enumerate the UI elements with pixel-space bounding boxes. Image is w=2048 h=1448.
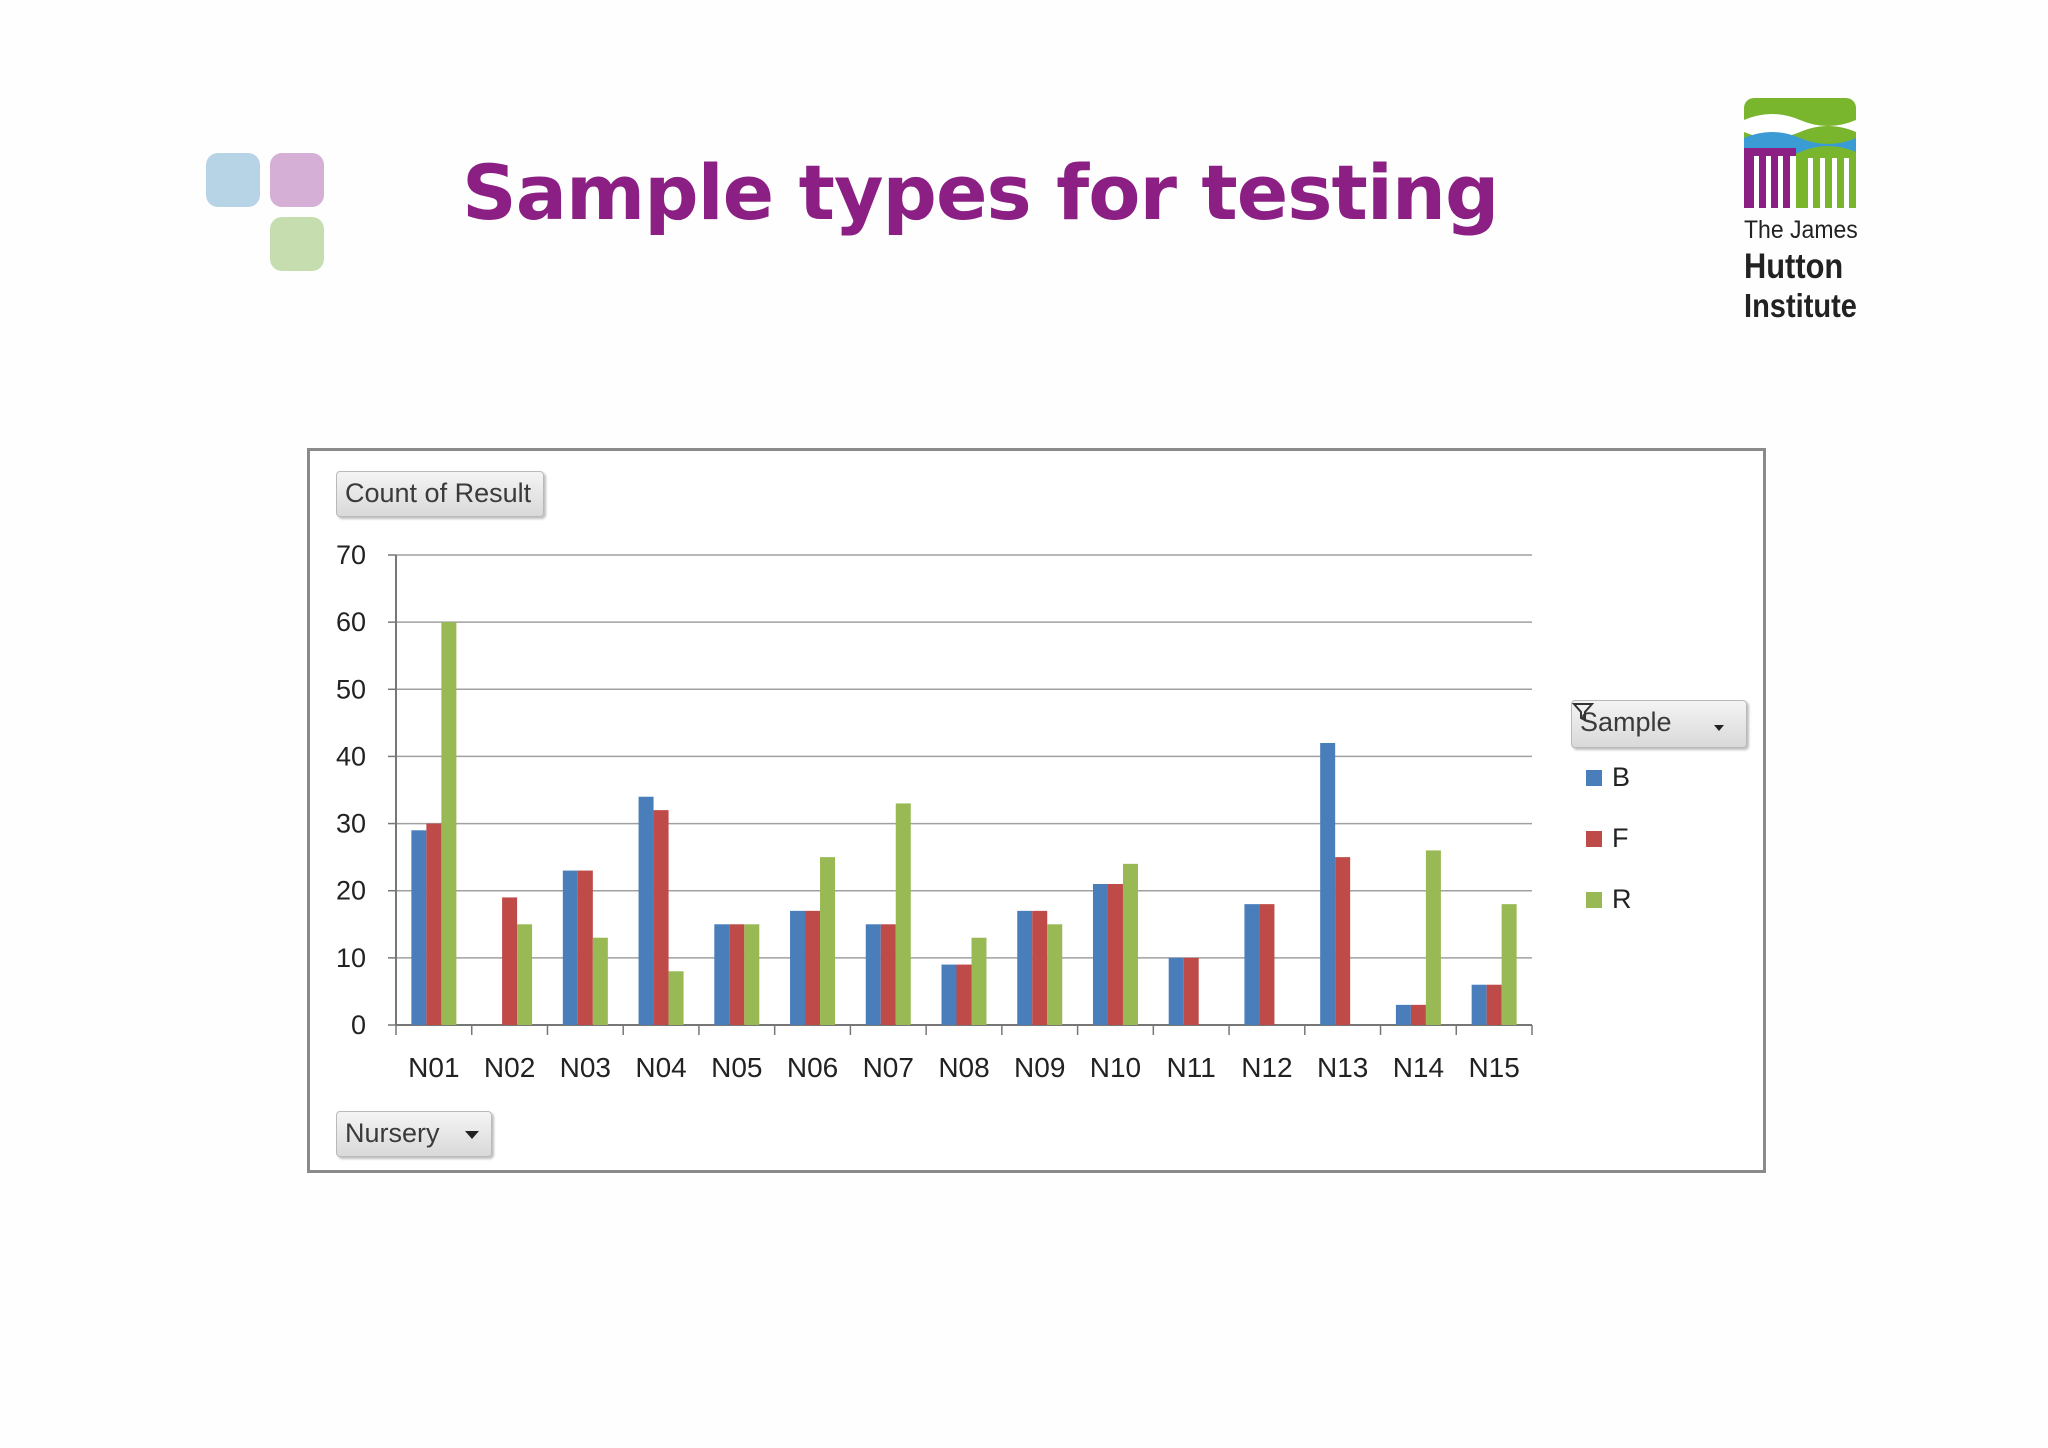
bar-R-N04 <box>668 971 684 1025</box>
bar-R-N15 <box>1501 904 1517 1025</box>
logo-text-line3: Institute <box>1744 287 1857 324</box>
bar-F-N03 <box>577 870 593 1025</box>
x-tick-label: N04 <box>635 1052 686 1083</box>
bar-F-N09 <box>1032 910 1048 1025</box>
bar-F-N11 <box>1183 957 1199 1025</box>
x-tick-label: N09 <box>1014 1052 1065 1083</box>
bar-F-N15 <box>1486 984 1502 1025</box>
decor-square-purple <box>270 153 324 207</box>
legend-swatch <box>1586 831 1602 847</box>
bar-B-N06 <box>790 910 806 1025</box>
legend-swatch <box>1586 892 1602 908</box>
legend-label: F <box>1612 823 1629 853</box>
value-field-button[interactable]: Count of Result <box>336 471 544 517</box>
x-tick-label: N06 <box>787 1052 838 1083</box>
legend-field-button[interactable]: Sample <box>1571 700 1747 748</box>
bar-F-N14 <box>1410 1004 1426 1025</box>
filter-icon <box>1572 703 1594 722</box>
y-tick-label: 70 <box>336 540 366 570</box>
bar-R-N09 <box>1047 924 1063 1025</box>
x-tick-label: N08 <box>938 1052 989 1083</box>
y-tick-label: 40 <box>336 741 366 771</box>
logo-text-line2: Hutton <box>1744 247 1844 286</box>
legend-label: R <box>1612 884 1632 914</box>
bar-R-N06 <box>820 857 836 1025</box>
bar-B-N01 <box>411 830 427 1025</box>
bar-R-N08 <box>971 937 987 1025</box>
x-tick-label: N15 <box>1468 1052 1519 1083</box>
y-tick-label: 50 <box>336 674 366 704</box>
bar-F-N12 <box>1259 904 1275 1025</box>
x-tick-label: N05 <box>711 1052 762 1083</box>
y-tick-label: 0 <box>351 1010 366 1040</box>
y-tick-label: 60 <box>336 607 366 637</box>
logo-text-line1: The James <box>1744 216 1858 244</box>
x-tick-label: N02 <box>484 1052 535 1083</box>
bar-F-N08 <box>956 964 972 1025</box>
x-tick-label: N14 <box>1393 1052 1444 1083</box>
bar-B-N05 <box>714 924 730 1025</box>
chart-plot: 0 10 20 30 40 50 60 70 N01 N02 N03 N04 N05 N06 N07 N08 N… <box>336 540 1533 1083</box>
y-tick-label: 20 <box>336 876 366 906</box>
bar-B-N10 <box>1092 884 1108 1025</box>
bar-B-N08 <box>941 964 957 1025</box>
hutton-logo: The James Hutton Institute <box>1744 98 1858 325</box>
y-tick-label: 10 <box>336 943 366 973</box>
legend-label: B <box>1612 762 1631 792</box>
axis-field-button[interactable]: Nursery <box>336 1111 492 1157</box>
legend-swatch <box>1586 770 1602 786</box>
slide-title: Sample types for testing <box>462 148 1499 237</box>
bar-R-N05 <box>744 924 760 1025</box>
x-tick-label: N13 <box>1317 1052 1368 1083</box>
chevron-down-icon <box>1714 725 1724 731</box>
bar-B-N14 <box>1395 1004 1411 1025</box>
bar-R-N07 <box>895 803 911 1025</box>
x-tick-label: N07 <box>863 1052 914 1083</box>
chevron-down-icon <box>465 1131 479 1139</box>
value-field-label: Count of Result <box>345 478 532 508</box>
bar-R-N02 <box>517 924 533 1025</box>
bar-R-N01 <box>441 622 457 1025</box>
bar-B-N15 <box>1471 984 1487 1025</box>
x-tick-label: N01 <box>408 1052 459 1083</box>
y-tick-label: 30 <box>336 809 366 839</box>
bar-R-N10 <box>1122 863 1138 1025</box>
axis-field-label: Nursery <box>345 1118 440 1148</box>
bar-B-N03 <box>562 870 578 1025</box>
legend-field-label: Sample <box>1580 707 1672 737</box>
bar-F-N10 <box>1107 884 1123 1025</box>
x-tick-label: N11 <box>1167 1052 1216 1083</box>
bar-F-N07 <box>880 924 896 1025</box>
x-tick-label: N12 <box>1241 1052 1292 1083</box>
bar-B-N13 <box>1320 743 1336 1025</box>
bar-R-N03 <box>592 937 608 1025</box>
decor-square-blue <box>206 153 260 207</box>
bar-B-N07 <box>865 924 881 1025</box>
bar-F-N13 <box>1335 857 1351 1025</box>
bar-B-N09 <box>1017 910 1033 1025</box>
bar-F-N06 <box>805 910 821 1025</box>
pivot-chart: 0 10 20 30 40 50 60 70 N01 N02 N03 N04 N05 N06 N07 N08 N… <box>307 448 1766 1173</box>
bar-F-N05 <box>729 924 745 1025</box>
bar-B-N11 <box>1168 957 1184 1025</box>
x-tick-label: N10 <box>1090 1052 1141 1083</box>
bar-F-N04 <box>653 810 669 1025</box>
bar-F-N02 <box>502 897 518 1025</box>
x-tick-label: N03 <box>560 1052 611 1083</box>
bar-B-N12 <box>1244 904 1260 1025</box>
decor-square-green <box>270 217 324 271</box>
hutton-logo-mark <box>1744 98 1856 208</box>
bar-R-N14 <box>1425 850 1441 1025</box>
bar-F-N01 <box>426 823 442 1025</box>
bar-B-N04 <box>638 796 654 1025</box>
